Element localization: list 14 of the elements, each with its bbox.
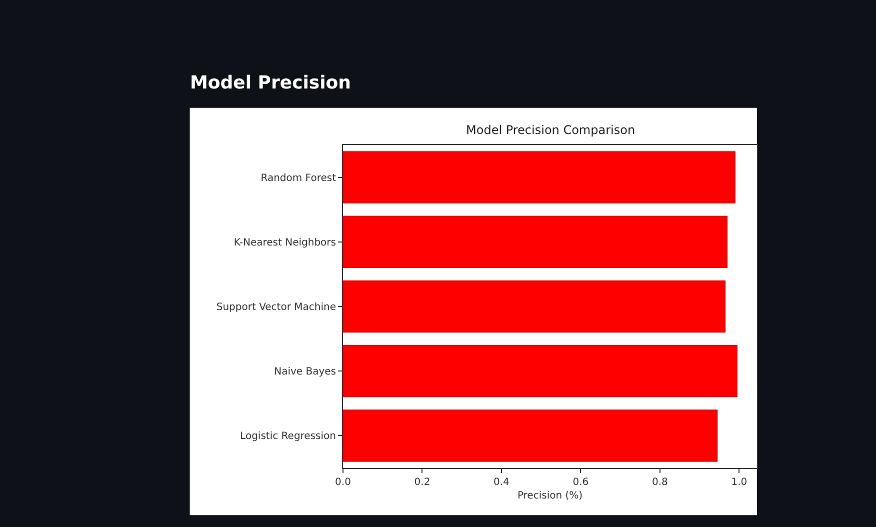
x-axis-title: Precision (%) bbox=[517, 490, 583, 502]
chart-subtitle: Model Precision Comparison bbox=[466, 123, 636, 137]
x-tick-label: 0.8 bbox=[652, 477, 668, 488]
y-tick-label: Random Forest bbox=[260, 172, 336, 184]
x-tick-label: 0.2 bbox=[414, 477, 430, 488]
chart-title: Model Precision bbox=[190, 72, 351, 94]
x-tick-label: 1.0 bbox=[731, 477, 748, 488]
x-tick-label: 0.6 bbox=[572, 477, 589, 488]
x-tick-label: 0.4 bbox=[494, 477, 510, 488]
y-tick-label: Logistic Regression bbox=[240, 431, 336, 442]
y-tick-label: Naive Bayes bbox=[274, 366, 336, 378]
y-tick-label: Support Vector Machine bbox=[216, 302, 336, 313]
x-tick-label: 0.0 bbox=[335, 477, 351, 488]
y-tick-label: K-Nearest Neighbors bbox=[234, 237, 336, 248]
